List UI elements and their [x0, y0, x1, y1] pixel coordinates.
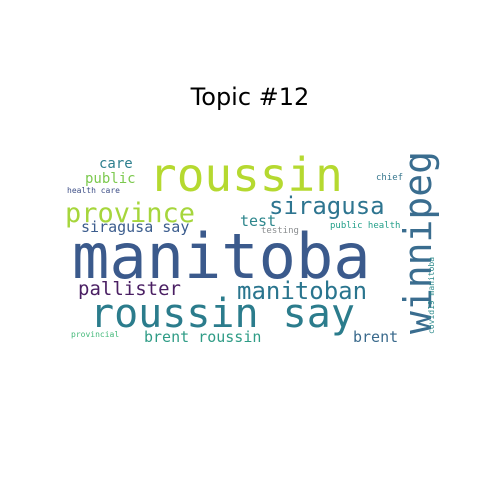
word-siragusa-say: siragusa say [81, 218, 190, 236]
word-chief: chief [376, 173, 404, 183]
word-manitoba: manitoba [72, 220, 371, 293]
word-provincial: provincial [71, 330, 120, 339]
word-province: province [65, 198, 196, 229]
word-test: test [240, 212, 277, 230]
word-brent: brent [353, 328, 399, 346]
word-covid19-manitoba: covid19 manitoba [427, 256, 436, 334]
word-roussin-say: roussin say [90, 291, 355, 337]
word-siragusa: siragusa [269, 192, 385, 220]
word-public-health: public health [330, 221, 401, 231]
word-health-care: health care [67, 186, 120, 195]
word-public: public [85, 171, 136, 187]
figure-title: Topic #12 [190, 83, 310, 111]
word-testing: testing [261, 226, 299, 236]
word-pallister: pallister [78, 278, 181, 300]
word-care: care [99, 156, 133, 172]
word-cloud: manitoba roussin roussin say winnipeg pr… [65, 148, 440, 347]
word-brent-roussin: brent roussin [144, 328, 262, 346]
word-roussin: roussin [149, 148, 343, 202]
word-manitoban: manitoban [237, 277, 368, 305]
